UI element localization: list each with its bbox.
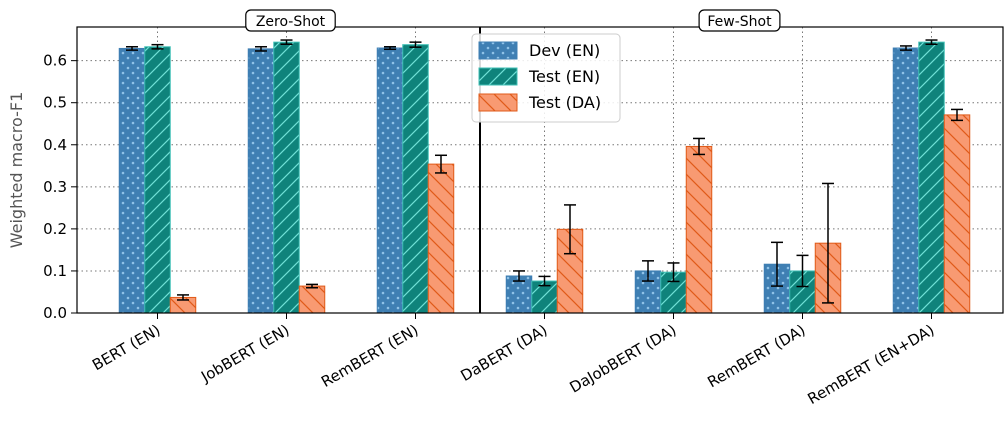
plot-area <box>76 26 1004 314</box>
y-tick-label: 0.2 <box>43 220 67 238</box>
bar <box>427 163 455 314</box>
y-axis-label: Weighted macro-F1 <box>7 92 26 248</box>
plot-frame <box>76 26 1004 314</box>
bar <box>376 47 404 314</box>
x-tick-label: BERT (EN) <box>89 321 163 374</box>
bar <box>918 41 945 314</box>
y-tick-label: 0.0 <box>43 304 67 322</box>
y-tick-label: 0.6 <box>43 52 67 70</box>
bar <box>298 285 326 314</box>
y-tick-label: 0.3 <box>43 178 67 196</box>
legend-swatch <box>478 41 518 60</box>
section-label: Few-Shot <box>707 14 772 30</box>
bar <box>144 46 171 314</box>
y-axis: 0.0 0.1 0.2 0.3 0.4 0.5 0.6 <box>43 52 77 322</box>
y-tick-label: 0.1 <box>43 262 67 280</box>
legend-label: Test (EN) <box>528 67 600 86</box>
y-tick-label: 0.5 <box>43 94 67 112</box>
legend-label: Dev (EN) <box>529 41 600 60</box>
x-tick-label: RemBERT (EN+DA) <box>805 321 938 408</box>
legend-label: Test (DA) <box>528 93 601 112</box>
bars <box>118 41 971 314</box>
error-bars <box>126 39 963 304</box>
x-axis: BERT (EN) JobBERT (EN) RemBERT (EN) DaBERT … <box>89 313 938 408</box>
section-label: Zero-Shot <box>256 14 326 30</box>
bar <box>943 114 971 314</box>
legend-swatch <box>478 93 518 112</box>
bar <box>273 41 300 314</box>
bar <box>892 47 920 314</box>
x-tick-label: DaJobBERT (DA) <box>566 321 679 397</box>
bar <box>118 47 146 314</box>
bar <box>247 48 275 314</box>
bar <box>685 145 713 314</box>
section-labels: Zero-Shot Few-Shot <box>245 9 781 32</box>
bar <box>505 275 533 314</box>
x-tick-label: RemBERT (DA) <box>704 321 808 392</box>
section-label-box <box>698 9 781 32</box>
x-tick-label: RemBERT (EN) <box>318 321 421 391</box>
y-tick-label: 0.4 <box>43 136 67 154</box>
x-tick-label: DaBERT (DA) <box>457 321 550 385</box>
section-label-box <box>245 9 336 32</box>
legend: Dev (EN) Test (EN) Test (DA) <box>471 33 621 123</box>
legend-swatch <box>478 67 518 86</box>
x-tick-label: JobBERT (EN) <box>197 321 292 386</box>
bar <box>402 44 429 314</box>
